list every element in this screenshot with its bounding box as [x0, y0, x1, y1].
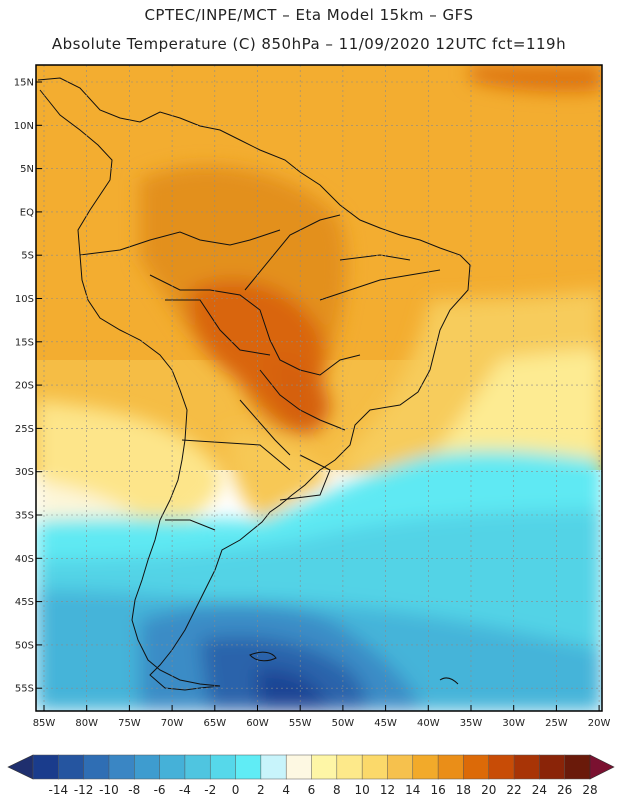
- colorbar-label: 26: [557, 783, 572, 797]
- colorbar-label: 28: [582, 783, 597, 797]
- colorbar-label: -6: [154, 783, 166, 797]
- colorbar-swatch: [437, 754, 464, 780]
- colorbar-label: 22: [506, 783, 521, 797]
- colorbar-label: -2: [204, 783, 216, 797]
- map-subtitle: Absolute Temperature (C) 850hPa – 11/09/…: [51, 35, 567, 53]
- colorbar-swatch: [260, 754, 287, 780]
- colorbar-label: -4: [179, 783, 191, 797]
- lon-label: 70W: [161, 718, 184, 729]
- lon-label: 50W: [332, 718, 355, 729]
- lat-label: 50S: [15, 640, 34, 651]
- colorbar-swatch: [488, 754, 515, 780]
- colorbar-label: 12: [380, 783, 395, 797]
- lat-label: 15S: [15, 337, 34, 348]
- coastline: [37, 77, 471, 691]
- colorbar-swatch: [285, 754, 313, 780]
- colorbar-label: 4: [282, 783, 290, 797]
- lon-label: 60W: [246, 718, 269, 729]
- colorbar-label: 2: [257, 783, 265, 797]
- lat-label: 25S: [15, 424, 34, 435]
- colorbar-swatch: [361, 754, 389, 780]
- colorbar-label: 0: [232, 783, 240, 797]
- lat-label: 40S: [15, 554, 34, 565]
- colorbar-swatch: [463, 754, 490, 780]
- temperature-field: [36, 65, 602, 711]
- lon-label: 20W: [588, 718, 611, 729]
- lon-label: 25W: [545, 718, 568, 729]
- lon-label: 65W: [203, 718, 226, 729]
- colorbar-label: 16: [430, 783, 445, 797]
- lat-label: 10N: [14, 121, 34, 132]
- lon-label: 45W: [374, 718, 397, 729]
- colorbar-low-arrow: [7, 754, 34, 780]
- map-frame: [35, 64, 603, 712]
- lat-label: 10S: [15, 294, 34, 305]
- lat-label: 45S: [15, 597, 34, 608]
- colorbar-swatch: [159, 754, 186, 780]
- colorbar-swatch: [311, 754, 338, 780]
- colorbar-swatch: [513, 754, 540, 780]
- colorbar-swatch: [83, 754, 110, 780]
- colorbar-label: 6: [308, 783, 316, 797]
- lat-label: 20S: [15, 381, 34, 392]
- map-title: CPTEC/INPE/MCT – Eta Model 15km – GFS: [144, 6, 474, 24]
- colorbar: [7, 754, 615, 780]
- colorbar-swatch: [336, 754, 363, 780]
- colorbar-labels: -14 -12 -10 -8 -6 -4 -2 0 2 4 6 8 10 12 14 16 18 20 22 24 26…: [49, 783, 598, 797]
- lon-label: 40W: [417, 718, 440, 729]
- colorbar-swatch: [209, 754, 237, 780]
- lat-label: 15N: [14, 78, 34, 89]
- colorbar-swatch: [32, 754, 59, 780]
- colorbar-swatch: [58, 754, 85, 780]
- colorbar-label: 10: [354, 783, 369, 797]
- lat-label: 30S: [15, 467, 34, 478]
- colorbar-label: -14: [49, 783, 69, 797]
- colorbar-swatch: [108, 754, 135, 780]
- lat-label: 5N: [20, 164, 34, 175]
- lon-label: 30W: [502, 718, 525, 729]
- lat-label: 5S: [21, 251, 34, 262]
- longitude-labels: 85W 80W 75W 70W 65W 60W 55W 50W 45W 40W 35W 30W 25W 2…: [33, 705, 611, 729]
- colorbar-swatch: [564, 754, 591, 780]
- colorbar-label: 8: [333, 783, 341, 797]
- grid: [36, 65, 602, 711]
- lat-label: 55S: [15, 684, 34, 695]
- colorbar-label: 14: [405, 783, 420, 797]
- lat-label: EQ: [20, 207, 34, 218]
- colorbar-swatch: [387, 754, 414, 780]
- lon-label: 85W: [33, 718, 56, 729]
- lon-label: 80W: [75, 718, 98, 729]
- colorbar-label: -10: [99, 783, 119, 797]
- colorbar-label: -8: [128, 783, 140, 797]
- colorbar-swatch: [134, 754, 161, 780]
- latitude-labels: 15N 10N 5N EQ 5S 10S 15S 20S 25S 30S 35S 40S 45S 50S 5…: [14, 78, 42, 695]
- colorbar-swatch: [539, 754, 566, 780]
- lat-label: 35S: [15, 511, 34, 522]
- colorbar-label: -12: [74, 783, 94, 797]
- colorbar-swatch: [235, 754, 262, 780]
- colorbar-swatch: [184, 754, 211, 780]
- colorbar-swatch: [412, 754, 439, 780]
- lon-label: 55W: [289, 718, 312, 729]
- colorbar-label: 18: [456, 783, 471, 797]
- colorbar-label: 24: [532, 783, 547, 797]
- colorbar-high-arrow: [589, 754, 615, 780]
- colorbar-label: 20: [481, 783, 496, 797]
- lon-label: 75W: [118, 718, 141, 729]
- lon-label: 35W: [460, 718, 483, 729]
